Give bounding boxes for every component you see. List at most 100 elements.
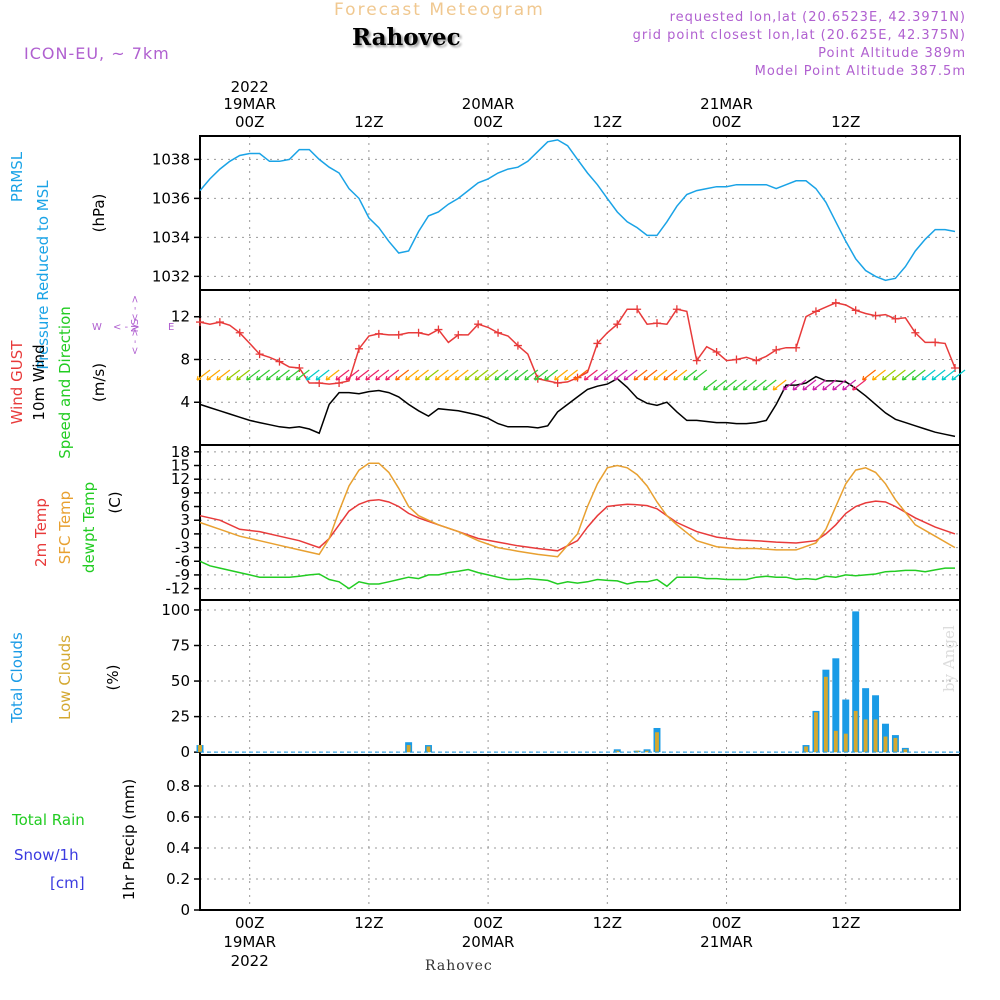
wind-arrow-icon <box>881 369 896 381</box>
wind-arrow-icon <box>703 379 718 391</box>
low-cloud-bar <box>853 710 858 753</box>
wind-arrow-icon <box>822 379 837 391</box>
gust-marker <box>354 344 363 353</box>
wind-arrow-icon <box>862 369 876 381</box>
gust-marker <box>712 348 721 356</box>
y-axis-label: (hPa) <box>90 194 108 233</box>
wind-arrow-icon <box>583 369 598 381</box>
pressure-panel: 1032 1034 1036 1038 PRMSL Pressure Reduced to… <box>8 135 961 370</box>
gust-marker <box>374 329 383 338</box>
wind-arrow-icon <box>385 369 400 381</box>
wind-arrow-icon <box>573 369 588 381</box>
wind-arrows <box>196 369 966 391</box>
wind-arrow-icon <box>941 369 956 381</box>
y-axis-label: Pressure Reduced to MSL <box>34 180 52 370</box>
gust-marker <box>831 298 840 307</box>
low-cloud-bar <box>426 746 431 753</box>
gust-marker <box>772 345 781 354</box>
gust-marker <box>851 306 860 315</box>
wind-arrow-icon <box>405 369 419 381</box>
wind-arrow-icon <box>216 369 231 381</box>
wind-arrow-icon <box>762 379 777 391</box>
compass-south: < - > S <box>130 319 141 355</box>
wind-gust-line <box>199 302 956 385</box>
wind-arrow-icon <box>345 369 360 381</box>
point-altitude: Point Altitude 389m <box>818 46 966 61</box>
bottom-date-label: 20MAR <box>462 933 515 951</box>
wind-arrow-icon <box>534 369 549 381</box>
y-axis-label: SFC Temp <box>56 491 74 564</box>
model-label: ICON-EU, ~ 7km <box>24 44 170 63</box>
low-cloud-bar <box>406 745 411 753</box>
precip-panel: 0 0.2 0.4 0.6 0.8 1hr Precip (mm) Total Rain Sn… <box>11 754 961 919</box>
low-cloud-bar <box>198 745 202 753</box>
top-hour-label: 12Z <box>831 113 860 131</box>
y-tick-label: 3 <box>180 511 190 529</box>
gust-marker <box>811 307 820 316</box>
y-tick-label: 0.4 <box>166 839 190 857</box>
compass-arrows: < - > <box>113 322 140 333</box>
10m-wind-line <box>199 375 956 438</box>
wind-arrow-icon <box>444 369 459 381</box>
bottom-hour-label: 00Z <box>712 914 741 932</box>
y-axis-label: 1hr Precip (mm) <box>120 779 138 900</box>
clouds-panel: 0 25 50 75 100 Total Clouds Low Clouds (%) <box>8 599 961 761</box>
compass-west: W <box>92 322 102 333</box>
wind-arrow-icon <box>325 369 340 381</box>
low-cloud-bar <box>823 676 828 753</box>
wind-arrow-icon <box>494 369 509 381</box>
top-hour-label: 12Z <box>593 113 622 131</box>
wind-arrow-icon <box>871 369 886 381</box>
gust-marker <box>275 357 284 366</box>
gust-marker <box>414 328 423 337</box>
wind-arrow-icon <box>732 379 747 391</box>
y-tick-label: -3 <box>175 539 190 557</box>
y-tick-label: 0.2 <box>166 870 190 888</box>
top-date-label: 20MAR <box>462 95 515 113</box>
location-title: Rahovec <box>352 24 461 51</box>
y-tick-label: -12 <box>166 580 191 598</box>
wind-arrow-icon <box>246 369 261 381</box>
gust-marker <box>454 330 463 339</box>
wind-arrow-icon <box>226 369 241 381</box>
bottom-hour-label: 12Z <box>354 914 383 932</box>
bottom-date-label: 19MAR <box>223 933 276 951</box>
gust-marker <box>752 356 761 365</box>
wind-arrow-icon <box>365 369 380 381</box>
requested-coords: requested lon,lat (20.6523E, 42.3971N) <box>669 10 966 25</box>
gust-marker <box>692 356 701 365</box>
gust-marker <box>295 364 304 373</box>
y-tick-label: 18 <box>171 443 190 461</box>
compass-north: N < - > <box>130 295 141 332</box>
y-axis-label: dewpt Temp <box>80 482 98 573</box>
y-tick-label: 0.6 <box>166 808 190 826</box>
gust-marker <box>215 318 224 327</box>
wind-arrow-icon <box>355 369 370 381</box>
y-axis-label: 2m Temp <box>32 498 50 567</box>
wind-arrow-icon <box>295 369 310 381</box>
compass-east: E <box>168 322 174 333</box>
top-date-label: 19MAR <box>223 95 276 113</box>
wind-arrow-icon <box>275 369 290 381</box>
wind-arrow-icon <box>613 369 628 381</box>
wind-arrow-icon <box>852 379 867 391</box>
wind-arrow-icon <box>474 369 489 381</box>
y-tick-label: 4 <box>180 393 190 411</box>
wind-arrow-icon <box>683 369 698 381</box>
prmsl-line <box>199 139 956 282</box>
y-axis-label: Speed and Direction <box>56 306 74 459</box>
y-axis-label: PRMSL <box>8 151 26 202</box>
wind-arrow-icon <box>414 369 429 381</box>
wind-arrow-icon <box>464 369 479 381</box>
wind-arrow-icon <box>931 369 946 381</box>
wind-arrow-icon <box>842 379 857 391</box>
y-tick-label: 100 <box>161 601 190 619</box>
wind-arrow-icon <box>643 369 658 381</box>
y-tick-label: 1036 <box>152 189 190 207</box>
gust-marker <box>891 314 900 323</box>
credit-text: by Angel <box>940 625 958 692</box>
